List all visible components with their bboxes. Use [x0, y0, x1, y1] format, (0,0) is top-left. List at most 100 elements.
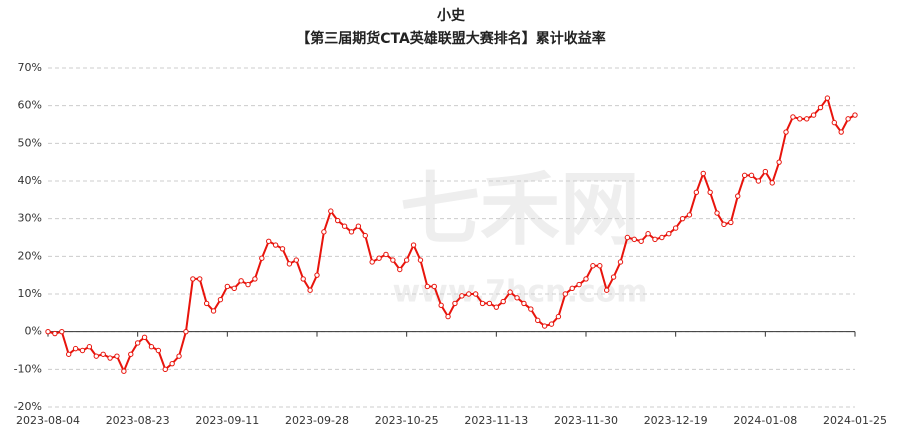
point	[810, 112, 817, 118]
y-tick-label: 30%	[18, 212, 42, 225]
x-tick-label: 2023-11-30	[554, 414, 618, 427]
point	[431, 283, 437, 290]
point	[417, 257, 424, 263]
y-tick-label: 40%	[18, 174, 42, 187]
point	[603, 287, 610, 293]
point	[755, 178, 762, 184]
point	[562, 291, 569, 297]
line	[47, 95, 856, 374]
point	[735, 193, 741, 199]
point	[445, 313, 451, 320]
point	[590, 263, 596, 269]
point	[597, 263, 603, 269]
point	[128, 351, 134, 357]
point	[245, 281, 251, 288]
point	[86, 344, 93, 350]
point	[141, 334, 148, 341]
point	[521, 300, 527, 307]
point	[403, 257, 410, 263]
point	[383, 251, 389, 258]
x-tick-label: 2024-01-25	[823, 414, 887, 427]
point	[762, 168, 769, 175]
point	[286, 261, 293, 267]
point	[52, 330, 58, 337]
point	[79, 347, 86, 354]
point	[355, 223, 362, 229]
point	[500, 298, 506, 305]
point	[397, 266, 403, 273]
point	[348, 229, 355, 235]
y-tick-label: -20%	[14, 400, 42, 413]
x-tick-label: 2023-09-11	[195, 414, 259, 427]
point	[472, 291, 479, 297]
point	[155, 347, 162, 354]
point	[424, 283, 431, 290]
point	[659, 234, 665, 241]
point	[252, 276, 258, 282]
point	[831, 119, 838, 126]
point	[65, 351, 72, 357]
point	[576, 281, 582, 288]
point	[328, 208, 334, 214]
point	[59, 328, 65, 335]
point	[169, 360, 175, 367]
point	[535, 317, 541, 324]
point	[610, 274, 617, 280]
point	[300, 276, 306, 282]
point	[238, 278, 244, 284]
x-tick-label: 2023-10-25	[375, 414, 439, 427]
point	[817, 104, 824, 111]
point	[410, 242, 417, 248]
x-tick-label: 2023-12-19	[644, 414, 708, 427]
point	[507, 289, 513, 295]
point	[838, 129, 844, 135]
point	[797, 116, 803, 122]
point	[231, 285, 237, 292]
watermark: 七禾网	[400, 163, 640, 256]
point	[583, 276, 589, 282]
point	[541, 323, 548, 329]
point	[631, 236, 637, 243]
point	[728, 219, 734, 226]
y-tick-label: 20%	[18, 249, 42, 262]
point	[748, 172, 755, 179]
point	[279, 246, 286, 252]
point	[666, 231, 672, 237]
point	[203, 300, 210, 307]
chart-title: 小史	[437, 8, 466, 24]
y-tick-label: 0%	[25, 325, 42, 338]
point	[569, 285, 575, 292]
point	[183, 328, 189, 335]
y-tick-label: 50%	[18, 136, 42, 149]
y-tick-label: 10%	[18, 287, 42, 300]
y-tick-label: 70%	[18, 61, 42, 74]
point	[700, 170, 706, 177]
point	[72, 345, 79, 352]
point	[741, 172, 748, 179]
point	[783, 129, 789, 135]
point	[548, 321, 555, 327]
chart-subtitle: 【第三届期货CTA英雄联盟大赛排名】累计收益率	[296, 30, 606, 47]
point	[266, 238, 272, 244]
point	[100, 351, 106, 357]
point	[852, 112, 858, 118]
point	[376, 255, 382, 261]
point	[321, 229, 327, 235]
point	[624, 234, 631, 241]
point	[714, 210, 720, 216]
x-tick-label: 2023-08-23	[106, 414, 170, 427]
point	[217, 296, 224, 303]
point	[210, 308, 217, 314]
point	[452, 300, 458, 307]
point	[672, 225, 679, 231]
point	[707, 189, 713, 196]
point	[514, 295, 520, 301]
point	[162, 366, 168, 373]
point	[459, 293, 465, 299]
point	[652, 236, 658, 243]
point	[190, 276, 196, 282]
point	[134, 340, 141, 346]
y-tick-label: -10%	[14, 362, 42, 375]
point	[769, 180, 775, 186]
point	[528, 306, 534, 312]
